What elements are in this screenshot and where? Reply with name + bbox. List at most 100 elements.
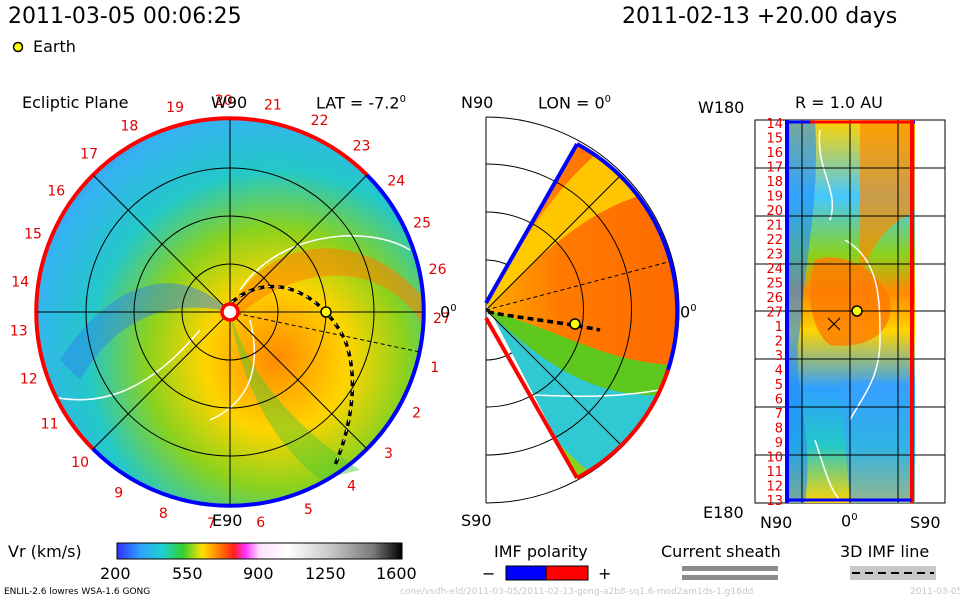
footer-date: 2011-03-05 bbox=[910, 587, 960, 597]
run-label: 2011-02-13 +20.00 days bbox=[622, 4, 898, 29]
colorbar-tick-900: 900 bbox=[243, 564, 274, 583]
earth-direction-line bbox=[229, 311, 421, 353]
imf-negative-swatch bbox=[505, 565, 547, 581]
rmap-row-label: 4 bbox=[775, 364, 783, 379]
colorbar-tick-550: 550 bbox=[172, 564, 203, 583]
carrington-labels: 19 20 212223242526271234567891011121314151… bbox=[10, 93, 451, 532]
current-sheath-swatch-1 bbox=[682, 566, 778, 571]
ecliptic-bottom-label: E90 bbox=[212, 511, 243, 530]
ecliptic-top-label: W90 bbox=[211, 93, 248, 112]
rmap-row-label: 24 bbox=[766, 262, 783, 277]
carrington-label: 17 bbox=[80, 147, 98, 163]
carrington-label: 16 bbox=[47, 183, 65, 199]
carrington-label: 3 bbox=[384, 446, 393, 462]
earth-legend-label: Earth bbox=[33, 37, 76, 56]
rmap-x-right: S90 bbox=[910, 513, 941, 532]
sun-marker bbox=[220, 302, 240, 322]
carrington-label: 5 bbox=[304, 502, 313, 518]
meridional-panel bbox=[484, 116, 680, 504]
colorbar-tick-200: 200 bbox=[100, 564, 131, 583]
rmap-row-label: 16 bbox=[766, 146, 783, 161]
colorbar-tick-1250: 1250 bbox=[305, 564, 346, 583]
carrington-label: 6 bbox=[256, 515, 265, 531]
rmap-row-label: 18 bbox=[766, 175, 783, 190]
carrington-label: 8 bbox=[159, 506, 168, 522]
rmap-row-label: 25 bbox=[766, 277, 783, 292]
imf-minus-label: − bbox=[482, 564, 496, 583]
rmap-row-label: 19 bbox=[766, 190, 783, 205]
rmap-row-label: 20 bbox=[766, 204, 783, 219]
carrington-label: 2 bbox=[412, 406, 421, 422]
rmap-row-label: 5 bbox=[775, 378, 783, 393]
ecliptic-right-label: 00 bbox=[440, 302, 457, 322]
rmap-row-label: 12 bbox=[766, 480, 783, 495]
rmap-row-label: 14 bbox=[766, 117, 783, 132]
rmap-panel bbox=[754, 119, 946, 504]
meridional-edge-south bbox=[484, 317, 579, 479]
footer-path: cone/vsdh-eld/2011-03-05/2011-02-13-gong… bbox=[400, 587, 754, 597]
rmap-bottom-left-label: E180 bbox=[703, 503, 744, 522]
carrington-label: 12 bbox=[20, 372, 38, 388]
earth-legend-icon bbox=[12, 41, 24, 53]
imf-line-title: 3D IMF line bbox=[840, 542, 930, 561]
lat-label: LAT = -7.20 bbox=[316, 93, 406, 113]
carrington-label: 14 bbox=[11, 274, 29, 290]
rmap-row-label: 23 bbox=[766, 248, 783, 263]
rmap-row-label: 9 bbox=[775, 436, 783, 451]
rmap-row-label: 15 bbox=[766, 132, 783, 147]
rmap-row-label: 26 bbox=[766, 291, 783, 306]
carrington-label: 1 bbox=[430, 360, 439, 376]
rmap-current-sheet bbox=[814, 129, 881, 501]
meridional-rim-negative bbox=[576, 142, 680, 371]
carrington-label: 18 bbox=[120, 118, 138, 134]
carrington-label: 9 bbox=[114, 485, 123, 501]
carrington-label: 4 bbox=[347, 479, 356, 495]
rmap-x-center: 00 bbox=[841, 511, 858, 531]
rmap-row-label: 2 bbox=[775, 335, 783, 350]
lon-label: LON = 00 bbox=[538, 93, 612, 113]
carrington-label: 22 bbox=[311, 113, 329, 129]
rmap-row-label: 22 bbox=[766, 233, 783, 248]
carrington-label: 20 bbox=[215, 93, 233, 109]
rmap-row-label: 27 bbox=[766, 306, 783, 321]
current-sheath-title: Current sheath bbox=[661, 542, 781, 561]
imf-positive-swatch bbox=[545, 565, 589, 581]
carrington-label: 27 bbox=[433, 311, 451, 327]
stream-2 bbox=[230, 312, 360, 480]
rmap-row-labels: 1415161718192021222324252627123456789101… bbox=[766, 117, 783, 509]
meridional-right-label: 00 bbox=[680, 302, 697, 322]
rmap-r-label: R = 1.0 AU bbox=[795, 93, 883, 112]
footer-model: ENLIL-2.6 lowres WSA-1.6 GONG bbox=[4, 587, 151, 597]
rmap-row-label: 3 bbox=[775, 349, 783, 364]
imf-line-meridional bbox=[487, 310, 601, 332]
slow-stream-1 bbox=[60, 283, 230, 380]
current-sheet-3 bbox=[44, 329, 201, 401]
carrington-label: 23 bbox=[353, 139, 371, 155]
rmap-top-left-label: W180 bbox=[698, 98, 745, 117]
carrington-label: 10 bbox=[71, 455, 89, 471]
rmap-row-label: 1 bbox=[775, 320, 783, 335]
meridional-rim-positive bbox=[576, 369, 670, 480]
rmap-row-label: 13 bbox=[766, 494, 783, 509]
datetime-label: 2011-03-05 00:06:25 bbox=[8, 4, 242, 29]
current-sheet-1 bbox=[239, 235, 411, 291]
rmap-row-label: 21 bbox=[766, 219, 783, 234]
meridional-top-label: N90 bbox=[461, 93, 494, 112]
rmap-top-stream bbox=[860, 120, 915, 280]
colorbar-tick-1600: 1600 bbox=[376, 564, 417, 583]
current-sheath-swatch-2 bbox=[682, 575, 778, 580]
ecliptic-panel bbox=[34, 116, 426, 508]
rmap-row-label: 17 bbox=[766, 161, 783, 176]
earth-marker-ecliptic bbox=[320, 306, 332, 318]
carrington-label: 21 bbox=[264, 97, 282, 113]
earth-marker-meridional bbox=[569, 318, 581, 330]
rmap-x-left: N90 bbox=[760, 513, 793, 532]
rmap-row-label: 6 bbox=[775, 393, 783, 408]
carrington-label: 26 bbox=[429, 262, 447, 278]
rmap-row-label: 8 bbox=[775, 422, 783, 437]
carrington-label: 19 bbox=[166, 100, 184, 116]
fast-stream-1 bbox=[230, 248, 425, 330]
imf-plus-label: + bbox=[598, 564, 612, 583]
carrington-label: 13 bbox=[10, 324, 28, 340]
